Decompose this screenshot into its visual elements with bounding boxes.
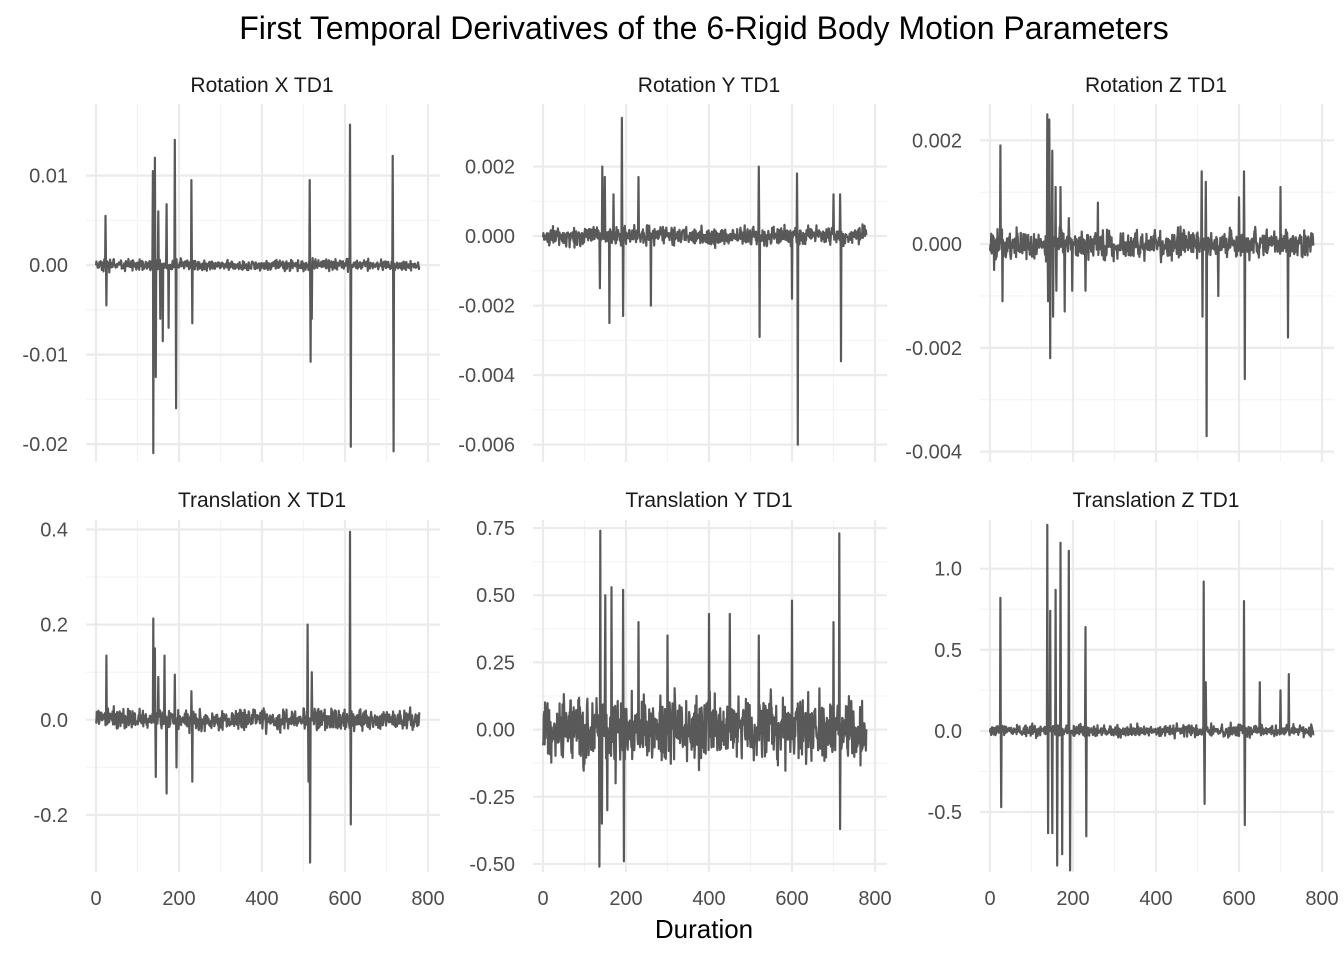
y-tick-label: -0.5 <box>928 802 962 824</box>
series-line <box>988 523 1315 872</box>
y-tick-label: 0.50 <box>476 585 515 607</box>
y-tick-label: -0.002 <box>905 338 962 360</box>
y-tick-label: -0.006 <box>458 435 515 457</box>
x-tick-label: 600 <box>328 888 361 910</box>
y-tick-label: 0.4 <box>40 520 68 542</box>
y-tick-label: 0.2 <box>40 615 68 637</box>
facet-panel-2: -0.006 -0.004 -0.002 0.000 0.002 Rotation Y T… <box>458 74 887 462</box>
x-tick-label: 0 <box>90 888 101 910</box>
x-tick-label: 800 <box>858 888 891 910</box>
x-axis-label: Duration <box>655 914 753 944</box>
y-tick-label: 0.5 <box>934 640 962 662</box>
x-tick-label: 400 <box>692 888 725 910</box>
x-tick-label: 0 <box>984 888 995 910</box>
x-tick-label: 200 <box>1056 888 1089 910</box>
y-tick-label: -0.25 <box>469 787 515 809</box>
facet-panel-6: -0.5 0.0 0.5 1.0 0 200 400 600 800 Translation Z … <box>928 489 1339 910</box>
figure-title: First Temporal Derivatives of the 6-Rigi… <box>239 10 1169 46</box>
y-tick-label: 0.25 <box>476 652 515 674</box>
facet-title: Rotation Y TD1 <box>638 74 780 97</box>
x-tick-label: 600 <box>1222 888 1255 910</box>
y-tick-label: 0.0 <box>934 721 962 743</box>
y-tick-label: -0.2 <box>34 805 68 827</box>
y-tick-label: -0.004 <box>905 442 962 464</box>
facet-title: Translation Y TD1 <box>625 489 792 512</box>
x-tick-label: 600 <box>775 888 808 910</box>
facet-title: Translation X TD1 <box>178 489 346 512</box>
y-tick-label: 1.0 <box>934 559 962 581</box>
series-line <box>541 529 868 868</box>
series-line <box>988 113 1315 438</box>
series-line <box>541 116 868 446</box>
x-tick-label: 400 <box>1139 888 1172 910</box>
x-tick-label: 400 <box>245 888 278 910</box>
facet-panel-1: -0.02 -0.01 0.00 0.01 Rotation X TD1 <box>22 74 440 462</box>
x-tick-label: 800 <box>411 888 444 910</box>
y-tick-label: -0.004 <box>458 365 515 387</box>
y-tick-label: -0.002 <box>458 296 515 318</box>
facet-title: Rotation Z TD1 <box>1085 74 1227 97</box>
x-tick-label: 800 <box>1305 888 1338 910</box>
y-tick-label: 0.000 <box>912 234 962 256</box>
y-tick-label: 0.75 <box>476 518 515 540</box>
y-tick-label: 0.01 <box>29 166 68 188</box>
facet-panel-4: -0.2 0.0 0.2 0.4 0 200 400 600 800 Translation X … <box>34 489 445 910</box>
facet-title: Translation Z TD1 <box>1073 489 1240 512</box>
x-tick-label: 200 <box>162 888 195 910</box>
y-tick-label: -0.02 <box>22 434 68 456</box>
y-tick-label: -0.50 <box>469 854 515 876</box>
y-tick-label: 0.0 <box>40 710 68 732</box>
y-tick-label: 0.00 <box>476 720 515 742</box>
facet-title: Rotation X TD1 <box>190 74 333 97</box>
y-tick-label: -0.01 <box>22 345 68 367</box>
facet-panel-3: -0.004 -0.002 0.000 0.002 Rotation Z TD1 <box>905 74 1334 464</box>
x-tick-label: 0 <box>537 888 548 910</box>
y-tick-label: 0.000 <box>465 226 515 248</box>
facet-panel-5: -0.50 -0.25 0.00 0.25 0.50 0.75 0 200 400 600 800 T… <box>469 489 891 910</box>
y-tick-label: 0.002 <box>465 157 515 179</box>
y-tick-label: 0.00 <box>29 255 68 277</box>
series-line <box>94 530 421 864</box>
x-tick-label: 200 <box>609 888 642 910</box>
y-tick-label: 0.002 <box>912 130 962 152</box>
series-line <box>94 123 421 455</box>
